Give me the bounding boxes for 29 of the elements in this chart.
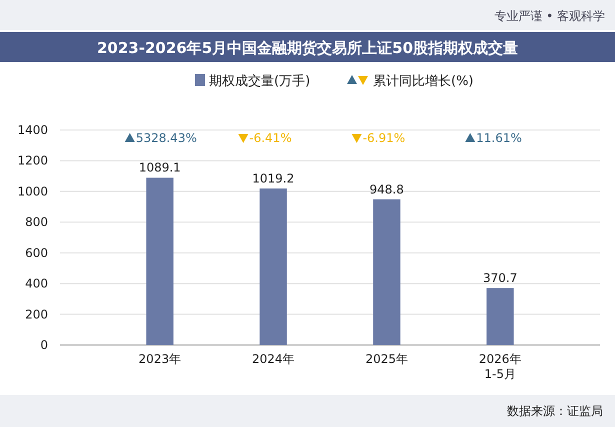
bar <box>146 178 174 345</box>
y-tick-label: 400 <box>25 276 48 291</box>
y-tick-label: 0 <box>40 338 48 352</box>
text: 累计同比增长(%) <box>373 74 474 89</box>
text: 专业严谨 • 客观科学 <box>494 9 605 23</box>
data-label: 948.8 <box>370 182 404 196</box>
annotation: -6.91% <box>362 131 406 145</box>
bar <box>486 288 514 345</box>
data-label: 1089.1 <box>138 160 181 175</box>
bar <box>260 188 287 345</box>
y-tick-label: 600 <box>25 246 48 260</box>
x-tick-label: 2024年 <box>252 352 295 366</box>
x-tick-label: 2025年 <box>365 352 408 366</box>
y-tick-label: 1000 <box>17 184 48 198</box>
source-note: 数据来源：证监局 <box>507 404 603 418</box>
y-tick-label: 800 <box>25 215 48 230</box>
annotation: 11.61% <box>476 131 522 145</box>
y-tick-label: 200 <box>25 307 48 322</box>
annotation: -6.41% <box>249 131 292 145</box>
bar <box>373 199 400 345</box>
annotation: 5328.43% <box>136 131 197 145</box>
data-label: 370.7 <box>482 271 518 286</box>
chart-title: 2023-2026年5月中国金融期货交易所上证50股指期权成交量 <box>96 39 518 57</box>
x-tick-label: 2026年 1-5月 <box>478 352 522 381</box>
y-tick-label: 1400 <box>17 123 48 137</box>
y-tick-label: 1200 <box>17 154 48 168</box>
legend-label: 期权成交量(万手) <box>209 73 310 89</box>
data-label: 1019.2 <box>252 171 294 186</box>
x-tick-label: 2023年 <box>138 352 182 366</box>
